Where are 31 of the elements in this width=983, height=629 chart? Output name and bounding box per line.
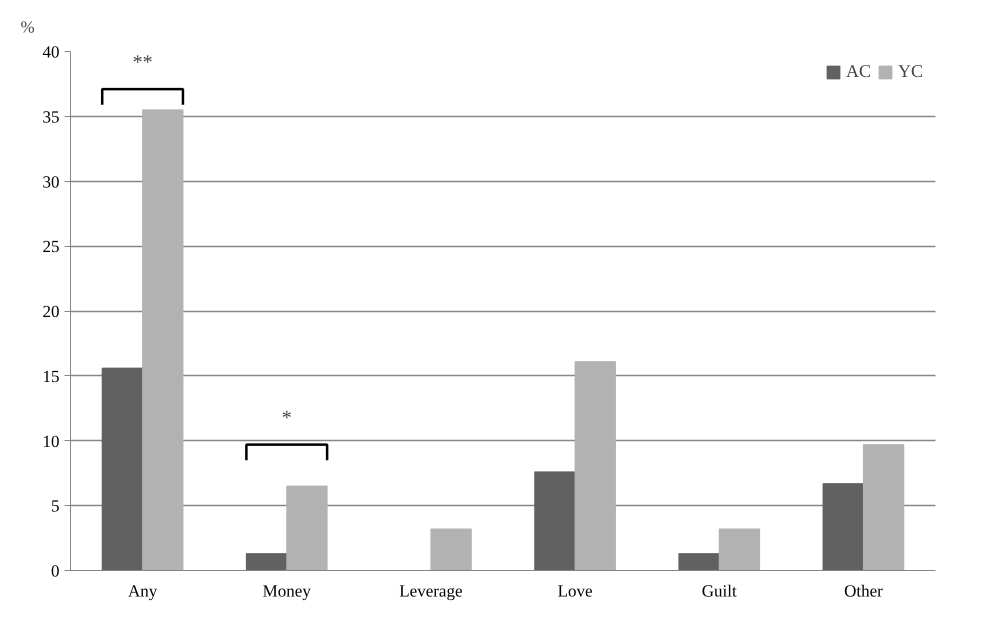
bar [430,528,472,570]
bar [678,553,720,570]
x-tick-label: Money [262,582,312,600]
bar [286,486,328,570]
bar [862,444,904,570]
y-tick-label: 0 [51,562,60,580]
bar [574,361,616,570]
y-tick-label: 25 [42,237,60,256]
y-tick-label: 20 [42,302,60,321]
y-tick-label: 40 [42,42,60,62]
x-tick-label: Guilt [702,582,737,600]
bar [534,471,576,570]
legend-label: YC [898,61,924,82]
bar [822,483,864,570]
x-tick-label: Any [128,582,158,600]
legend-label: AC [846,61,872,82]
bar [142,109,184,570]
y-tick-label: 5 [51,496,60,516]
bar [718,528,760,570]
x-tick-label: Other [844,582,884,600]
annotation: * [282,407,292,430]
y-tick-label: 30 [42,172,60,192]
y-tick-label: 15 [42,366,60,386]
x-tick-label: Love [558,582,593,600]
bar [102,368,144,570]
y-axis-title: % [20,18,35,36]
y-tick-label: 35 [42,107,60,126]
y-tick-label: 10 [42,432,60,451]
x-tick-label: Leverage [399,582,463,600]
annotation: ** [132,52,153,74]
bar [246,553,288,570]
